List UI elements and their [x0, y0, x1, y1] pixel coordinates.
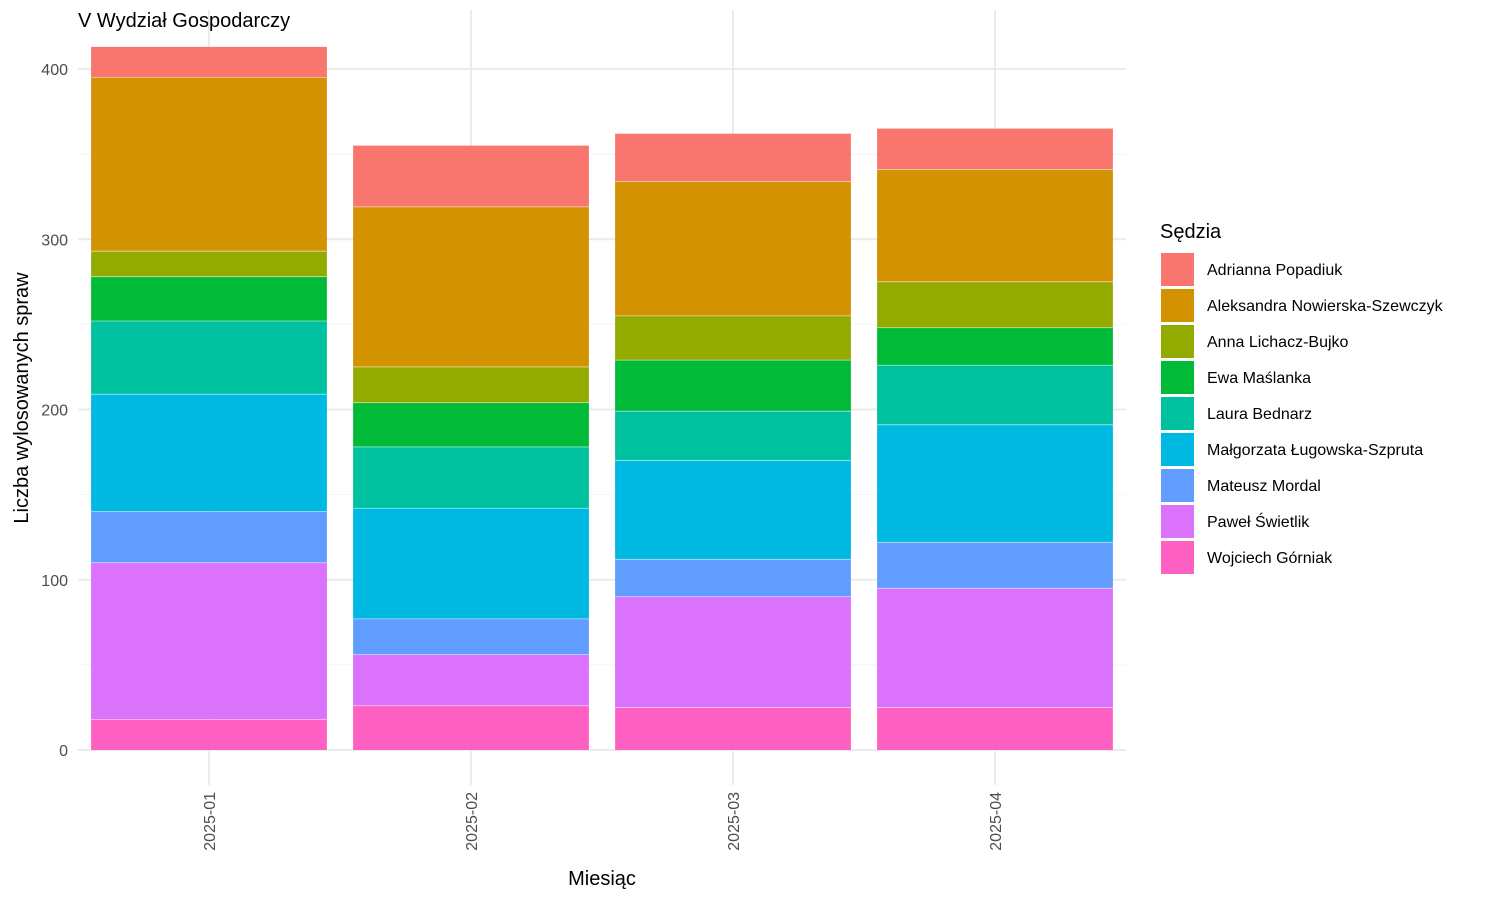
y-tick-label: 400 — [41, 62, 68, 79]
bar-segment — [615, 133, 851, 182]
legend-key — [1161, 289, 1194, 322]
legend-title: Sędzia — [1160, 221, 1222, 243]
legend-label: Anna Lichacz-Bujko — [1207, 334, 1349, 351]
x-axis-ticks: 2025-01 2025-02 2025-03 2025-04 — [202, 792, 1005, 851]
bar-segment — [353, 366, 589, 403]
legend-key — [1161, 433, 1194, 466]
chart-title: V Wydział Gospodarczy — [78, 10, 290, 32]
legend-key — [1161, 325, 1194, 358]
bar-segment — [91, 719, 327, 750]
bar-segment — [877, 365, 1113, 425]
x-tick-label: 2025-02 — [464, 792, 481, 851]
bar-segment — [353, 508, 589, 619]
y-axis-ticks: 0 100 200 300 400 — [41, 62, 68, 760]
x-tick-label: 2025-03 — [726, 792, 743, 851]
y-tick-label: 200 — [41, 403, 68, 420]
y-tick-label: 100 — [41, 573, 68, 590]
bar-segment — [353, 145, 589, 207]
bar-segment — [91, 394, 327, 512]
bar-segment — [877, 588, 1113, 708]
bar-segment — [615, 411, 851, 461]
legend-key — [1161, 397, 1194, 430]
bars — [91, 46, 1113, 750]
bar-segment — [353, 618, 589, 655]
bar-segment — [877, 281, 1113, 328]
bar-segment — [615, 596, 851, 708]
x-axis-title: Miesiąc — [568, 868, 636, 890]
y-tick-label: 300 — [41, 232, 68, 249]
bar-segment — [353, 446, 589, 509]
bar-segment — [353, 402, 589, 447]
bar-segment — [615, 707, 851, 750]
bar-segment — [91, 77, 327, 252]
x-tick-label: 2025-01 — [202, 792, 219, 851]
bar-segment — [353, 206, 589, 367]
bar-segment — [91, 46, 327, 78]
bar-segment — [91, 511, 327, 563]
bar-segment — [615, 315, 851, 361]
bar-segment — [615, 181, 851, 316]
legend-label: Ewa Maślanka — [1207, 370, 1311, 387]
legend: Sędzia Adrianna Popadiuk Aleksandra Nowie… — [1160, 221, 1444, 574]
bar-segment — [877, 707, 1113, 750]
x-tick-label: 2025-04 — [988, 792, 1005, 851]
legend-key — [1161, 505, 1194, 538]
bar-segment — [91, 562, 327, 720]
bar-segment — [877, 128, 1113, 170]
legend-key — [1161, 541, 1194, 574]
bar-segment — [877, 424, 1113, 543]
bar-segment — [353, 654, 589, 706]
legend-label: Wojciech Górniak — [1207, 550, 1333, 567]
bar-segment — [877, 542, 1113, 589]
y-tick-label: 0 — [59, 743, 68, 760]
bar-segment — [91, 320, 327, 395]
legend-label: Małgorzata Ługowska-Szpruta — [1207, 442, 1423, 459]
legend-label: Laura Bednarz — [1207, 406, 1312, 423]
legend-label: Adrianna Popadiuk — [1207, 262, 1343, 279]
legend-label: Paweł Świetlik — [1207, 512, 1310, 531]
bar-segment — [877, 327, 1113, 366]
bar-segment — [91, 276, 327, 321]
bar-segment — [877, 169, 1113, 282]
legend-items: Adrianna Popadiuk Aleksandra Nowierska-Sz… — [1161, 253, 1444, 574]
bar-segment — [615, 559, 851, 597]
bar-segment — [615, 360, 851, 412]
legend-key — [1161, 469, 1194, 502]
bar-segment — [615, 460, 851, 560]
bar-segment — [91, 251, 327, 277]
legend-key — [1161, 361, 1194, 394]
legend-label: Aleksandra Nowierska-Szewczyk — [1207, 298, 1444, 315]
y-axis-title: Liczba wylosowanych spraw — [11, 272, 33, 524]
legend-key — [1161, 253, 1194, 286]
bar-segment — [353, 705, 589, 750]
legend-label: Mateusz Mordal — [1207, 478, 1321, 495]
